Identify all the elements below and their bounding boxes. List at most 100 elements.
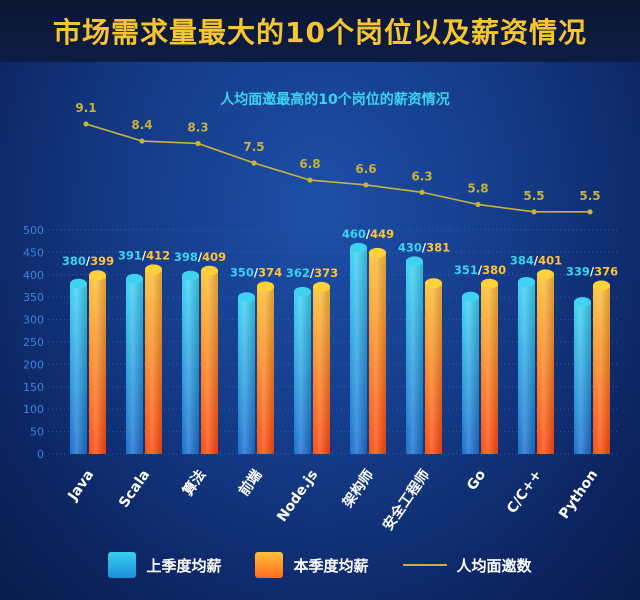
bar-cur-cap [201, 265, 218, 276]
bar-prev [518, 276, 535, 454]
bar-prev-shade [462, 296, 479, 454]
y-tick-label: 0 [37, 448, 44, 461]
legend-swatch-cur [255, 552, 284, 578]
line-value-label: 6.3 [411, 169, 432, 183]
line-value-label: 8.3 [187, 120, 208, 134]
bar-cur-shade [593, 285, 610, 454]
bar-cur-shade [425, 283, 442, 454]
y-tick-label: 500 [23, 224, 44, 237]
bar-cur-shade [145, 269, 162, 454]
bar-value-label: 430/381 [398, 240, 450, 254]
line-point [83, 121, 89, 127]
x-tick-label: 安全工程师 [379, 467, 433, 534]
line-point [195, 140, 201, 147]
bar-cur [89, 270, 106, 454]
y-tick-label: 100 [23, 403, 44, 416]
bar-prev-shade [406, 261, 423, 454]
y-tick-label: 250 [23, 336, 44, 349]
bar-prev-cap [70, 278, 87, 289]
bar-prev-cap [126, 273, 143, 284]
legend-item-cur: 本季度均薪 [255, 552, 369, 578]
bar-prev [126, 273, 143, 454]
line-value-label: 7.5 [243, 140, 264, 154]
bar-prev-shade [294, 291, 311, 454]
y-tick-label: 200 [23, 358, 44, 371]
y-tick-label: 150 [23, 381, 44, 394]
bar-cur [593, 280, 610, 454]
bar-value-label: 351/380 [454, 263, 506, 277]
bar-cur-cap [593, 280, 610, 291]
bar-prev-shade [574, 302, 591, 454]
bar-value-label: 398/409 [174, 250, 226, 264]
bar-cur-shade [481, 283, 498, 454]
bar-value-label: 391/412 [118, 248, 170, 262]
bar-prev-cap [574, 297, 591, 308]
bar-prev [294, 286, 311, 454]
bar-prev-cap [350, 242, 367, 253]
line-value-label: 8.4 [131, 118, 152, 132]
bar-prev-cap [238, 292, 255, 303]
bar-cur-cap [257, 281, 274, 292]
bar-cur-cap [425, 278, 442, 289]
bar-prev-shade [518, 281, 535, 454]
line-value-label: 9.1 [75, 101, 96, 115]
bar-prev [70, 278, 87, 454]
bar-value-label: 380/399 [62, 254, 114, 268]
legend-label-prev: 上季度均薪 [146, 556, 222, 575]
bar-value-label: 350/374 [230, 265, 282, 279]
line-value-label: 5.5 [579, 189, 600, 203]
bar-prev [238, 292, 255, 454]
legend-item-line: 人均面邀数 [402, 555, 532, 576]
bar-cur [369, 247, 386, 454]
bar-prev [406, 256, 423, 454]
bar-cur [257, 281, 274, 454]
bar-cur-cap [369, 247, 386, 258]
y-tick-label: 50 [30, 426, 44, 439]
bar-prev-shade [126, 278, 143, 454]
legend-item-prev: 上季度均薪 [108, 552, 221, 578]
bar-cur [145, 264, 162, 454]
line-point [419, 189, 425, 195]
y-tick-label: 400 [23, 269, 44, 282]
title-bar: 市场需求量最大的10个岗位以及薪资情况 [0, 0, 640, 62]
line-point [307, 177, 313, 183]
bar-prev-cap [406, 256, 423, 267]
line-path [85, 123, 590, 213]
bar-cur [425, 278, 442, 454]
bar-prev-shade [350, 247, 367, 454]
x-tick-label: Java [65, 467, 98, 504]
bar-cur-shade [313, 286, 330, 454]
x-tick-label: Go [464, 467, 489, 494]
bar-prev-shade [182, 275, 199, 454]
legend-swatch-line [402, 564, 447, 566]
bar-cur-cap [89, 270, 106, 281]
x-tick-label: 算法 [179, 467, 209, 500]
bar-prev [350, 242, 367, 454]
bar-prev-cap [518, 276, 535, 287]
line-value-label: 5.8 [467, 181, 488, 195]
x-tick-label: C/C++ [504, 467, 545, 516]
bar-prev [462, 291, 479, 454]
line-point [139, 138, 145, 144]
bar-cur [313, 281, 330, 454]
bar-prev-cap [182, 270, 199, 281]
x-tick-label: 前端 [235, 467, 265, 500]
bar-value-label: 362/373 [286, 266, 338, 280]
line-value-label: 5.5 [523, 189, 544, 203]
bar-cur-shade [89, 275, 106, 454]
line-series: 9.1 8.4 8.3 7.5 6.8 6.6 6.3 5.8 5.5 5.5 [75, 101, 601, 215]
bar-cur-cap [145, 264, 162, 275]
legend: 上季度均薪 本季度均薪 人均面邀数 [0, 545, 640, 585]
bar-value-label: 384/401 [510, 253, 562, 267]
y-tick-label: 350 [23, 291, 44, 304]
line-value-label: 6.8 [299, 157, 320, 171]
bar-prev [574, 297, 591, 454]
chart-subtitle: 人均面邀最高的10个岗位的薪资情况 [220, 91, 449, 108]
bar-prev-cap [294, 286, 311, 297]
x-tick-label: Node.js [274, 467, 321, 525]
y-tick-label: 300 [23, 314, 44, 327]
bar-prev-shade [70, 283, 87, 454]
x-tick-label: Python [556, 467, 601, 522]
bar-cur-cap [537, 269, 554, 280]
